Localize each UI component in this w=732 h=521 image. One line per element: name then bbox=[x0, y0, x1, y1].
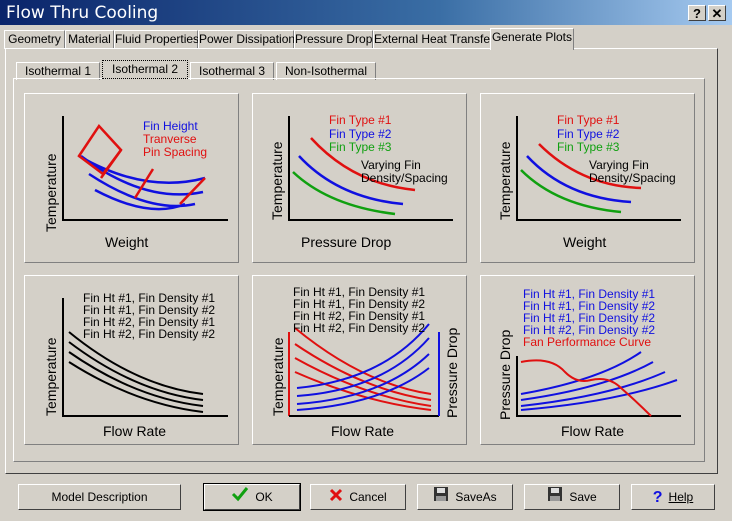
plot-ylabel: Pressure Drop bbox=[497, 330, 513, 420]
subtab-isothermal-2[interactable]: Isothermal 2 bbox=[102, 60, 188, 79]
plot-axes bbox=[62, 116, 228, 221]
plot-xlabel: Weight bbox=[105, 234, 148, 250]
plot-flow-rate-vs-pressure-drop: Pressure Drop Flow Rate Fin Ht #1, Fin D… bbox=[480, 275, 695, 445]
plot-axes bbox=[516, 116, 681, 221]
subtab-non-isothermal[interactable]: Non-Isothermal bbox=[276, 62, 376, 80]
plot-curves bbox=[294, 323, 432, 411]
save-as-label: SaveAs bbox=[455, 490, 497, 504]
plot-legend-4: Fin Ht #2, Fin Density #2 bbox=[83, 327, 215, 341]
plots-panel: Temperature Weight Fin Height Tranverse … bbox=[13, 78, 705, 462]
question-mark-icon: ? bbox=[652, 488, 663, 506]
plot-legend-1: Fin Ht #1, Fin Density #1 bbox=[293, 285, 425, 299]
tab-external-heat-transfer[interactable]: External Heat Transfer bbox=[373, 30, 494, 49]
plot-legend-2: Fin Ht #1, Fin Density #2 bbox=[83, 303, 215, 317]
close-button[interactable]: ✕ bbox=[708, 5, 726, 21]
plot-legend-2: Fin Ht #1, Fin Density #2 bbox=[523, 299, 655, 313]
plot-xlabel: Flow Rate bbox=[331, 423, 394, 439]
plot-flow-rate-dual-axis: Temperature Pressure Drop Flow Rate Fin … bbox=[252, 275, 467, 445]
plot-legend-2: Fin Type #2 bbox=[329, 127, 392, 141]
floppy-disk-icon bbox=[433, 486, 449, 510]
plot-xlabel: Flow Rate bbox=[561, 423, 624, 439]
plot-legend-2: Tranverse bbox=[143, 132, 197, 146]
plot-ylabel: Temperature bbox=[497, 141, 513, 220]
window-title: Flow Thru Cooling bbox=[6, 3, 159, 23]
plot-note-2: Density/Spacing bbox=[589, 171, 676, 185]
plot-legend-2: Fin Ht #1, Fin Density #2 bbox=[293, 297, 425, 311]
plot-axes bbox=[516, 356, 681, 417]
plot-weight-fin-types: Temperature Weight Fin Type #1 Fin Type … bbox=[480, 93, 695, 263]
plot-ylabel: Temperature bbox=[43, 153, 59, 232]
plot-ylabel: Temperature bbox=[270, 337, 286, 416]
tab-geometry[interactable]: Geometry bbox=[4, 30, 65, 49]
plot-curves bbox=[520, 143, 642, 214]
plot-legend-3: Fin Ht #2, Fin Density #1 bbox=[293, 309, 425, 323]
help-label: Help bbox=[668, 490, 694, 504]
plot-weight-vs-temperature: Temperature Weight Fin Height Tranverse … bbox=[24, 93, 239, 263]
plot-pressure-drop-vs-temperature: Temperature Pressure Drop Fin Type #1 Fi… bbox=[252, 93, 467, 263]
plot-legend-1: Fin Height bbox=[143, 119, 198, 133]
plot-legend-3: Fin Type #3 bbox=[557, 140, 620, 154]
model-description-label: Model Description bbox=[51, 490, 148, 504]
plot-flow-rate-vs-temperature: Temperature Flow Rate Fin Ht #1, Fin Den… bbox=[24, 275, 239, 445]
tab-pressure-drop[interactable]: Pressure Drop bbox=[294, 30, 373, 49]
plot-ylabel: Temperature bbox=[43, 337, 59, 416]
plot-y2label: Pressure Drop bbox=[444, 328, 460, 418]
ok-label: OK bbox=[255, 490, 273, 504]
title-bar: Flow Thru Cooling ? ✕ bbox=[0, 0, 732, 25]
plot-legend-3: Fin Ht #2, Fin Density #1 bbox=[83, 315, 215, 329]
ok-button[interactable]: OK bbox=[203, 483, 301, 511]
plot-legend-3: Fin Ht #1, Fin Density #2 bbox=[523, 311, 655, 325]
cancel-label: Cancel bbox=[349, 490, 387, 504]
plot-legend-5: Fan Performance Curve bbox=[523, 335, 651, 349]
generate-plots-panel bbox=[5, 48, 718, 474]
save-as-button[interactable]: SaveAs bbox=[417, 484, 513, 510]
plot-legend-4: Fin Ht #2, Fin Density #2 bbox=[523, 323, 655, 337]
floppy-disk-icon bbox=[547, 486, 563, 510]
save-button[interactable]: Save bbox=[524, 484, 620, 510]
plot-legend-4: Fin Ht #2, Fin Density #2 bbox=[293, 321, 425, 335]
subtab-isothermal-1[interactable]: Isothermal 1 bbox=[16, 62, 100, 80]
plot-note-1: Varying Fin bbox=[589, 158, 649, 172]
help-button[interactable]: ? Help bbox=[631, 484, 715, 510]
plot-legend-1: Fin Ht #1, Fin Density #1 bbox=[83, 291, 215, 305]
tab-power-dissipation[interactable]: Power Dissipation bbox=[198, 30, 295, 49]
plot-legend-1: Fin Ht #1, Fin Density #1 bbox=[523, 287, 655, 301]
plot-note-2: Density/Spacing bbox=[361, 171, 448, 185]
cancel-button[interactable]: Cancel bbox=[310, 484, 406, 510]
checkmark-icon bbox=[231, 486, 249, 510]
model-description-button[interactable]: Model Description bbox=[18, 484, 181, 510]
plot-xlabel: Pressure Drop bbox=[301, 234, 391, 250]
plot-axes bbox=[288, 116, 453, 221]
plot-curves bbox=[77, 123, 206, 211]
tab-material[interactable]: Material bbox=[65, 30, 114, 49]
plot-curves bbox=[292, 137, 416, 216]
plot-legend-3: Pin Spacing bbox=[143, 145, 207, 159]
tab-generate-plots[interactable]: Generate Plots bbox=[490, 28, 574, 50]
tab-fluid-properties[interactable]: Fluid Properties bbox=[114, 30, 199, 49]
plot-curves bbox=[520, 351, 678, 417]
plot-note-1: Varying Fin bbox=[361, 158, 421, 172]
x-icon bbox=[329, 486, 343, 510]
plot-legend-1: Fin Type #1 bbox=[329, 113, 392, 127]
plot-curves bbox=[68, 331, 204, 413]
plot-ylabel: Temperature bbox=[269, 141, 285, 220]
help-title-button[interactable]: ? bbox=[688, 5, 706, 21]
subtab-isothermal-3[interactable]: Isothermal 3 bbox=[190, 62, 274, 80]
plot-legend-1: Fin Type #1 bbox=[557, 113, 620, 127]
plot-xlabel: Flow Rate bbox=[103, 423, 166, 439]
plot-xlabel: Weight bbox=[563, 234, 606, 250]
save-label: Save bbox=[569, 490, 597, 504]
plot-axes bbox=[62, 298, 228, 417]
plot-legend-2: Fin Type #2 bbox=[557, 127, 620, 141]
plot-legend-3: Fin Type #3 bbox=[329, 140, 392, 154]
